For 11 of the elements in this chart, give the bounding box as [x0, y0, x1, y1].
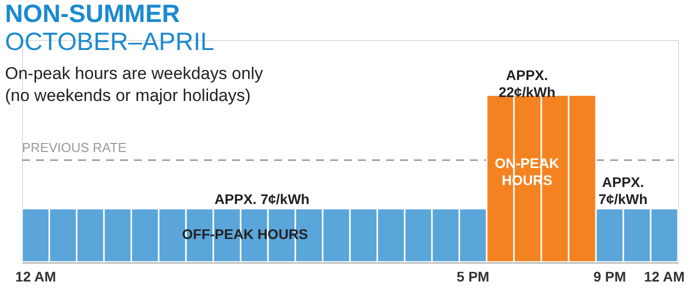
annotation: On-peak hours are weekdays only (no weekends or major holidays) [5, 64, 264, 105]
chart-subtitle: OCTOBER–APRIL [5, 28, 214, 56]
chart-title: NON-SUMMER [5, 0, 180, 28]
ref-line-label: PREVIOUS RATE [22, 140, 127, 156]
x-tick-label: 12 AM [644, 268, 685, 284]
x-tick-label: 5 PM [456, 268, 490, 284]
x-tick-label: 9 PM [593, 268, 626, 284]
annotation: APPX. 7¢/kWh [214, 191, 310, 207]
x-tick-label: 12 AM [15, 268, 56, 284]
annotation: APPX. 22¢/kWh [498, 67, 556, 100]
annotation: APPX. 7¢/kWh [598, 174, 648, 207]
